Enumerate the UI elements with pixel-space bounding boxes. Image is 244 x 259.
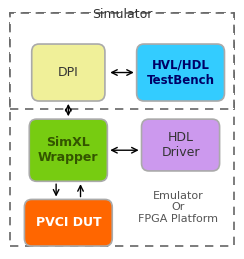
Text: HVL/HDL
TestBench: HVL/HDL TestBench — [147, 59, 214, 87]
FancyBboxPatch shape — [142, 119, 220, 171]
Text: Simulator: Simulator — [92, 8, 152, 21]
FancyBboxPatch shape — [29, 119, 107, 181]
FancyBboxPatch shape — [32, 44, 105, 101]
Text: HDL
Driver: HDL Driver — [161, 131, 200, 159]
FancyBboxPatch shape — [137, 44, 224, 101]
Text: SimXL
Wrapper: SimXL Wrapper — [38, 136, 99, 164]
Text: PVCI DUT: PVCI DUT — [36, 216, 101, 229]
Bar — [10, 13, 234, 109]
Text: DPI: DPI — [58, 66, 79, 79]
Text: Emulator
Or
FPGA Platform: Emulator Or FPGA Platform — [138, 191, 218, 224]
FancyBboxPatch shape — [24, 199, 112, 246]
